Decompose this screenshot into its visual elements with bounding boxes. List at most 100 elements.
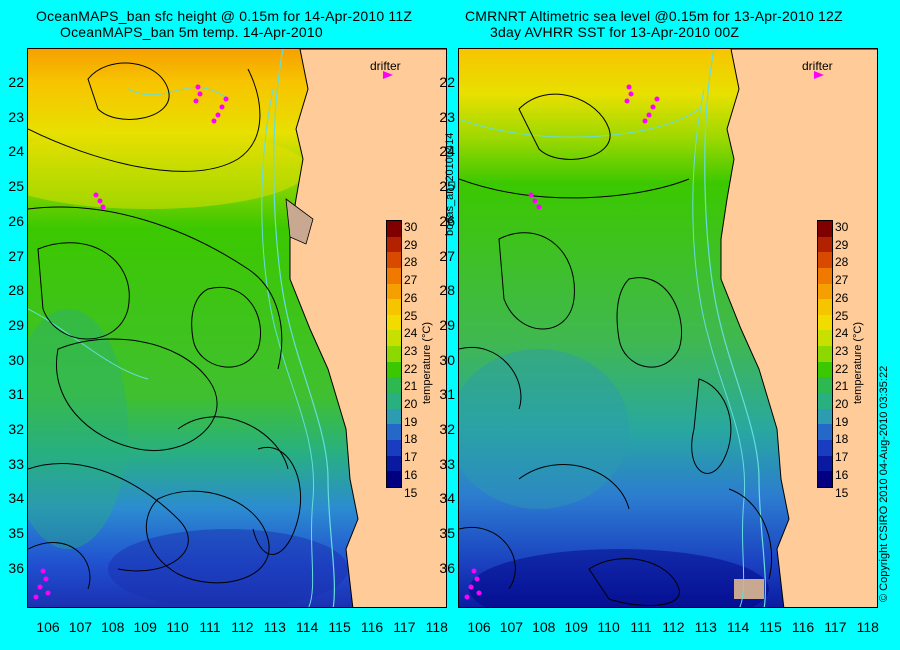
y-tick-label: 22 (8, 74, 24, 90)
y-tick-label: 33 (439, 455, 455, 472)
right-drifter-label: drifter (802, 59, 833, 73)
colorbar-segment (387, 267, 401, 284)
y-tick-label: 32 (439, 421, 455, 437)
colorbar-tick-label: 18 (404, 432, 418, 447)
y-tick-label: 23 (8, 108, 24, 125)
colorbar-segment (387, 361, 401, 378)
colorbar-segment (387, 393, 401, 409)
colorbar-segment (387, 299, 401, 315)
x-tick-label: 117 (393, 619, 416, 635)
colorbar-segment (818, 283, 832, 300)
right-title-line2: 3day AVHRR SST for 13-Apr-2010 00Z (490, 24, 740, 40)
x-tick-label: 107 (68, 619, 93, 635)
x-tick-label: 115 (759, 619, 782, 635)
colorbar-segment (818, 299, 832, 315)
colorbar-segment (818, 471, 832, 487)
colorbar-tick-label: 26 (404, 290, 418, 305)
colorbar-tick-label: 18 (835, 432, 849, 447)
x-tick-label: 118 (856, 619, 879, 635)
colorbar-tick-label: 22 (835, 361, 849, 376)
colorbar-segment (818, 314, 832, 331)
colorbar-segment (818, 236, 832, 253)
x-tick-label: 116 (791, 619, 815, 635)
colorbar-segment (818, 346, 832, 362)
right-colorbar (817, 220, 833, 488)
x-tick-label: 106 (467, 619, 491, 635)
colorbar-segment (387, 221, 401, 237)
y-tick-label: 25 (8, 178, 24, 195)
colorbar-tick-label: 25 (404, 308, 418, 323)
y-tick-label: 27 (8, 247, 24, 264)
colorbar-tick-label: 30 (835, 220, 849, 234)
left-title-line2: OceanMAPS_ban 5m temp. 14-Apr-2010 (60, 24, 323, 40)
colorbar-segment (387, 424, 401, 440)
y-tick-label: 24 (8, 143, 24, 160)
colorbar-tick-label: 29 (835, 237, 849, 252)
x-tick-label: 110 (166, 619, 189, 635)
colorbar-tick-label: 17 (835, 450, 849, 465)
y-tick-label: 28 (8, 282, 24, 299)
colorbar-tick-label: 24 (835, 326, 849, 341)
y-tick-label: 25 (439, 178, 455, 195)
y-tick-label: 28 (439, 282, 455, 299)
y-tick-label: 31 (439, 386, 455, 403)
colorbar-tick-label: 16 (835, 467, 849, 482)
y-tick-label: 30 (439, 351, 455, 368)
colorbar-tick-label: 19 (835, 414, 849, 429)
colorbar-tick-label: 29 (404, 237, 418, 252)
y-tick-label: 30 (8, 351, 24, 368)
colorbar-segment (387, 408, 401, 425)
x-tick-label: 111 (199, 619, 221, 635)
drifter-legend-arrow (814, 71, 824, 79)
x-tick-label: 109 (133, 619, 157, 635)
colorbar-tick-label: 15 (835, 485, 849, 500)
colorbar-segment (387, 252, 401, 268)
left-drifter-label: drifter (370, 59, 401, 73)
colorbar-segment (387, 455, 401, 472)
x-tick-label: 110 (597, 619, 620, 635)
y-tick-label: 24 (439, 143, 455, 160)
colorbar-tick-label: 15 (404, 485, 418, 500)
colorbar-tick-label: 23 (835, 343, 849, 358)
y-tick-label: 26 (8, 212, 24, 229)
colorbar-tick-label: 19 (404, 414, 418, 429)
x-tick-label: 113 (263, 619, 286, 635)
y-tick-label: 27 (439, 247, 455, 264)
colorbar-tick-label: 21 (404, 379, 418, 394)
left-sst-map (28, 49, 446, 607)
y-tick-label: 23 (439, 108, 455, 125)
x-tick-label: 113 (694, 619, 717, 635)
colorbar-tick-label: 24 (404, 326, 418, 341)
y-tick-label: 22 (439, 74, 455, 90)
colorbar-tick-label: 27 (835, 273, 849, 288)
colorbar-segment (818, 252, 832, 268)
x-tick-label: 118 (425, 619, 448, 635)
y-tick-label: 35 (8, 525, 24, 542)
y-tick-label: 26 (439, 212, 455, 229)
copyright-label: © Copyright CSIRO 2010 04-Aug-2010 03:35… (878, 365, 890, 602)
x-tick-label: 112 (231, 619, 254, 635)
colorbar-tick-label: 28 (835, 255, 849, 270)
left-title-line1: OceanMAPS_ban sfc height @ 0.15m for 14-… (36, 8, 413, 24)
colorbar-segment (818, 361, 832, 378)
y-tick-label: 32 (8, 421, 24, 437)
y-tick-label: 34 (8, 490, 24, 507)
colorbar-tick-label: 26 (835, 290, 849, 305)
colorbar-tick-label: 20 (404, 397, 418, 411)
y-tick-label: 34 (439, 490, 455, 507)
y-tick-label: 33 (8, 455, 24, 472)
right-title-line1: CMRNRT Altimetric sea level @0.15m for 1… (465, 8, 843, 24)
colorbar-segment (818, 455, 832, 472)
colorbar-tick-label: 30 (404, 220, 418, 234)
x-tick-label: 108 (101, 619, 125, 635)
colorbar-segment (387, 330, 401, 347)
colorbar-segment (818, 267, 832, 284)
y-tick-label: 35 (439, 525, 455, 542)
x-tick-label: 109 (564, 619, 588, 635)
colorbar-segment (818, 408, 832, 425)
colorbar-segment (387, 283, 401, 300)
x-tick-label: 111 (630, 619, 652, 635)
colorbar-tick-label: 23 (404, 343, 418, 358)
x-tick-label: 115 (328, 619, 351, 635)
colorbar-segment (387, 471, 401, 487)
